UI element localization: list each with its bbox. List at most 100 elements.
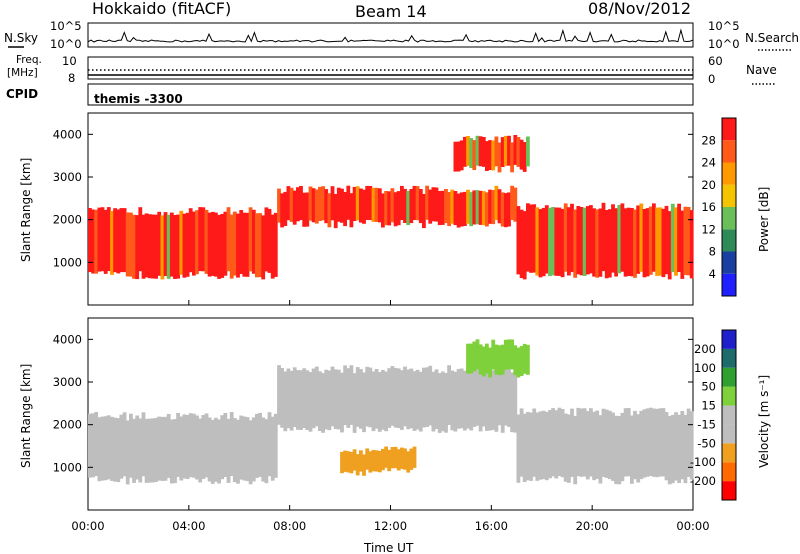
echo-cell [415,369,420,430]
echo-cell [217,214,221,279]
echo-cell [97,417,102,482]
power-colorbar-label: Power [dB] [757,187,771,252]
echo-cell [245,417,250,482]
echo-cell [579,408,584,477]
echo-cell [147,214,152,279]
echo-cell [630,208,634,277]
echo-cell [444,189,448,224]
echo-cell [163,416,168,481]
echo-cell [522,343,527,374]
freq-label-line1: Freq. [16,54,42,66]
echo-cell [324,189,329,224]
echo-cell [434,187,439,222]
echo-cell [299,186,303,221]
echo-cell [173,215,177,279]
echo-cell [390,188,395,223]
colorbar-frame [721,117,737,297]
echo-cell [327,370,332,431]
echo-cell [308,186,313,221]
echo-cell [507,192,511,227]
power-panel: 1000 2000 3000 4000 Slant Range [km] 4 8 12 16… [19,112,771,306]
echo-cell [412,446,417,468]
echo-cell [396,368,401,429]
echo-cell [280,368,284,428]
echo-cell [255,413,259,478]
echo-cell [330,186,335,221]
velocity-colorbar-label: Velocity [m s⁻¹] [757,375,771,468]
echo-cell [526,136,530,167]
nsky-left-tick-top: 10^5 [50,19,82,33]
echo-cell [582,408,587,477]
colorbar-segment [722,162,736,185]
echo-cell [485,343,489,374]
echo-cell [384,371,388,432]
echo-cell [614,415,618,485]
colorbar-tick-label: 100 [694,361,716,375]
freq-right-tick-top: 60 [708,54,723,68]
echo-cell [308,372,313,432]
echo-cell [507,339,511,370]
echo-cell [570,408,574,477]
echo-cell [548,410,552,479]
echo-cell [340,451,344,474]
nsearch-label: N.Search [745,31,799,45]
echo-cell [147,418,152,483]
echo-cell [658,207,663,276]
echo-cell [239,210,244,274]
echo-cell [463,370,467,431]
echo-cell [516,347,521,378]
echo-cell [214,417,218,482]
freq-label-line2: [MHz] [7,67,38,79]
echo-cell [428,365,433,426]
echo-cell [384,446,388,468]
echo-cell [507,135,511,166]
echo-cell [163,212,168,277]
echo-cell [535,207,540,276]
echo-cell [374,450,379,472]
nsky-axes [87,22,694,48]
echo-cell [176,413,180,477]
echo-cell [418,371,423,432]
echo-cell [368,367,373,428]
echo-cell [226,418,231,483]
date-title: 08/Nov/2012 [588,0,691,18]
echo-cell [374,187,379,222]
echo-cell [365,448,370,470]
echo-cell [516,137,521,167]
echo-cell [377,188,382,223]
echo-cell [472,190,477,225]
echo-cell [283,371,288,432]
echo-cell [343,365,347,426]
echo-cell [582,207,587,276]
echo-cell [576,407,581,477]
echo-cell [557,407,562,476]
echo-cell [100,416,105,481]
echo-cell [270,214,275,279]
velocity-echoes [88,339,694,485]
colorbar-tick-label: 50 [701,380,716,394]
echo-cell [179,416,184,481]
cpid-label: CPID [6,87,38,101]
echo-cell [626,408,631,477]
echo-cell [630,415,634,484]
echo-cell [598,415,603,484]
echo-cell [106,207,111,272]
echo-cell [522,142,527,172]
echo-cell [513,187,518,222]
echo-cell [450,370,455,431]
echo-cell [340,188,344,223]
echo-cell [387,368,392,428]
echo-cell [359,450,363,472]
colorbar-tick-label: 8 [709,245,716,259]
echo-cell [485,371,489,431]
echo-cell [466,136,470,166]
station-title: Hokkaido (fitACF) [92,0,231,18]
xtick-label: 20:00 [576,519,609,533]
echo-cell [355,367,360,427]
echo-cell [352,373,357,433]
echo-cell [207,212,212,277]
velocity-yticks: 1000 2000 3000 4000 [53,332,693,474]
power-ylabel: Slant Range [km] [19,158,33,262]
echo-cell [478,136,483,167]
echo-cell [645,208,650,277]
